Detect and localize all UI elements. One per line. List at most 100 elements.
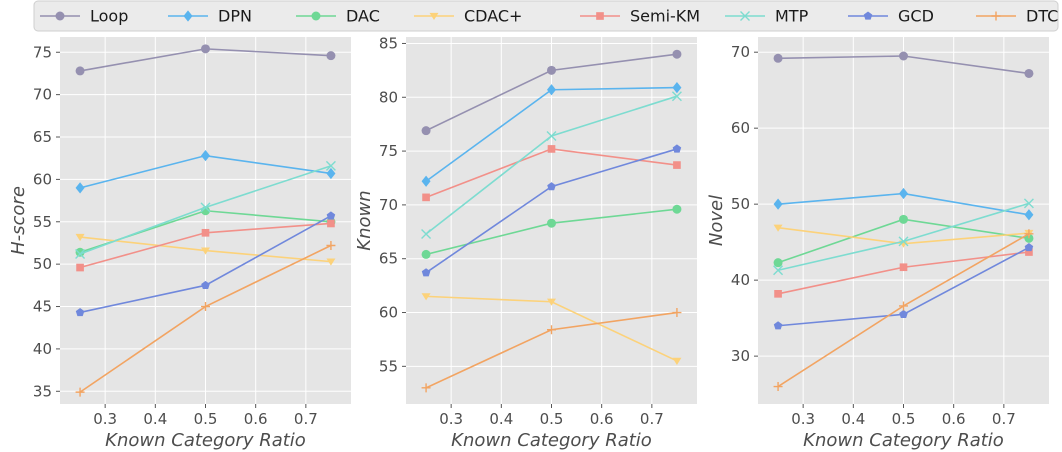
y-tick-label: 55 <box>33 213 52 231</box>
data-point-mtp <box>200 202 211 213</box>
data-point-dtc <box>326 241 336 251</box>
y-tick-label: 60 <box>731 119 750 137</box>
legend-label-semi-km: Semi-KM <box>630 7 700 26</box>
y-tick-label: 85 <box>379 34 398 52</box>
series-gcd <box>75 211 336 317</box>
data-point-semi-km <box>774 289 782 298</box>
y-tick-label: 35 <box>33 382 52 400</box>
x-tick-label: 0.4 <box>143 410 167 428</box>
data-point-gcd <box>547 182 556 191</box>
data-point-loop <box>547 65 556 75</box>
data-point-dpn <box>201 150 210 162</box>
y-tick-label: 40 <box>33 340 52 358</box>
data-point-dtc <box>672 308 682 318</box>
series-loop <box>773 51 1034 78</box>
data-point-cdac <box>201 247 210 255</box>
legend-marker-loop <box>55 11 65 21</box>
series-cdac <box>75 233 336 266</box>
y-tick-label: 45 <box>33 298 52 316</box>
data-point-gcd <box>326 211 336 220</box>
legend-marker-gcd <box>863 11 873 20</box>
data-point-loop <box>421 126 431 136</box>
x-tick-label: 0.3 <box>791 410 815 428</box>
data-point-loop <box>201 44 210 54</box>
y-axis-label: Novel <box>706 195 727 246</box>
legend-marker-dac <box>311 11 321 21</box>
data-point-dtc <box>421 383 431 393</box>
data-point-dac <box>547 218 556 228</box>
series-gcd <box>773 242 1034 330</box>
data-point-dpn <box>899 187 908 200</box>
x-tick-label: 0.3 <box>93 410 117 428</box>
y-tick-label: 55 <box>379 357 398 375</box>
x-axis-label: Known Category Ratio <box>105 430 306 451</box>
data-point-dac <box>421 249 431 259</box>
legend-marker-semi-km <box>596 12 604 20</box>
x-tick-label: 0.6 <box>244 410 268 428</box>
data-point-gcd <box>1024 242 1034 252</box>
data-point-semi-km <box>899 263 908 272</box>
y-axis-label: H-score <box>8 186 29 255</box>
data-point-mtp <box>773 265 784 276</box>
legend-marker-cdac <box>429 12 439 21</box>
data-point-dtc <box>75 387 85 397</box>
legend-entry-dtc: DTC <box>976 7 1058 26</box>
y-tick-label: 65 <box>379 250 398 268</box>
data-point-loop <box>75 66 85 76</box>
data-point-gcd <box>421 268 431 277</box>
legend-frame <box>33 0 1059 32</box>
data-point-dtc <box>1024 229 1034 239</box>
data-point-cdac <box>75 233 85 242</box>
x-tick-label: 0.7 <box>640 410 664 428</box>
data-point-loop <box>773 53 783 63</box>
y-tick-label: 75 <box>379 142 398 160</box>
data-point-loop <box>326 51 336 61</box>
data-point-dpn <box>75 182 85 194</box>
legend: Loop DPN DAC CDAC+ Semi-KM MTP GCD DTC <box>33 0 1059 32</box>
data-point-mtp <box>325 160 336 171</box>
data-point-cdac <box>773 224 783 232</box>
data-point-loop <box>672 49 682 59</box>
data-point-dpn <box>547 84 556 96</box>
x-tick-label: 0.4 <box>489 410 513 428</box>
series-dtc <box>421 308 682 393</box>
series-cdac <box>421 293 682 366</box>
legend-label-loop: Loop <box>90 7 128 26</box>
data-point-dac <box>672 204 682 214</box>
data-point-semi-km <box>76 263 84 272</box>
series-dpn <box>421 81 682 187</box>
y-tick-label: 50 <box>731 195 750 213</box>
x-tick-label: 0.4 <box>841 410 865 428</box>
y-tick-label: 70 <box>379 196 398 214</box>
data-point-dac <box>899 214 908 224</box>
legend-label-gcd: GCD <box>898 7 934 26</box>
legend-entry-dac: DAC <box>296 7 380 26</box>
data-point-dtc <box>899 301 908 311</box>
legend-entry-dpn: DPN <box>168 7 252 26</box>
data-point-semi-km <box>547 145 556 153</box>
data-point-dpn <box>672 81 682 94</box>
data-point-dtc <box>201 302 210 312</box>
series-loop <box>75 44 336 76</box>
data-point-gcd <box>201 280 210 289</box>
chart-novel: 0.3 0.4 0.5 0.6 0.7 30 40 50 60 70 Known Category … <box>706 37 1049 451</box>
x-tick-label: 0.7 <box>992 410 1016 428</box>
x-tick-label: 0.6 <box>590 410 614 428</box>
y-tick-label: 65 <box>33 128 52 146</box>
data-point-loop <box>1024 68 1034 78</box>
y-tick-label: 60 <box>379 304 398 322</box>
legend-entry-cdac: CDAC+ <box>414 7 522 26</box>
series-mtp <box>421 91 682 239</box>
y-tick-label: 60 <box>33 170 52 188</box>
data-point-dpn <box>1024 209 1034 221</box>
data-point-semi-km <box>327 219 335 228</box>
data-point-dtc <box>773 382 783 392</box>
data-point-gcd <box>899 309 908 318</box>
chart-known: 0.3 0.4 0.5 0.6 0.7 55 60 65 70 75 80 85 Known Categ… <box>354 34 697 451</box>
data-point-cdac <box>421 293 431 301</box>
data-point-mtp <box>1023 198 1034 209</box>
data-point-mtp <box>546 131 557 142</box>
legend-label-mtp: MTP <box>775 7 809 26</box>
data-point-mtp <box>75 248 86 259</box>
